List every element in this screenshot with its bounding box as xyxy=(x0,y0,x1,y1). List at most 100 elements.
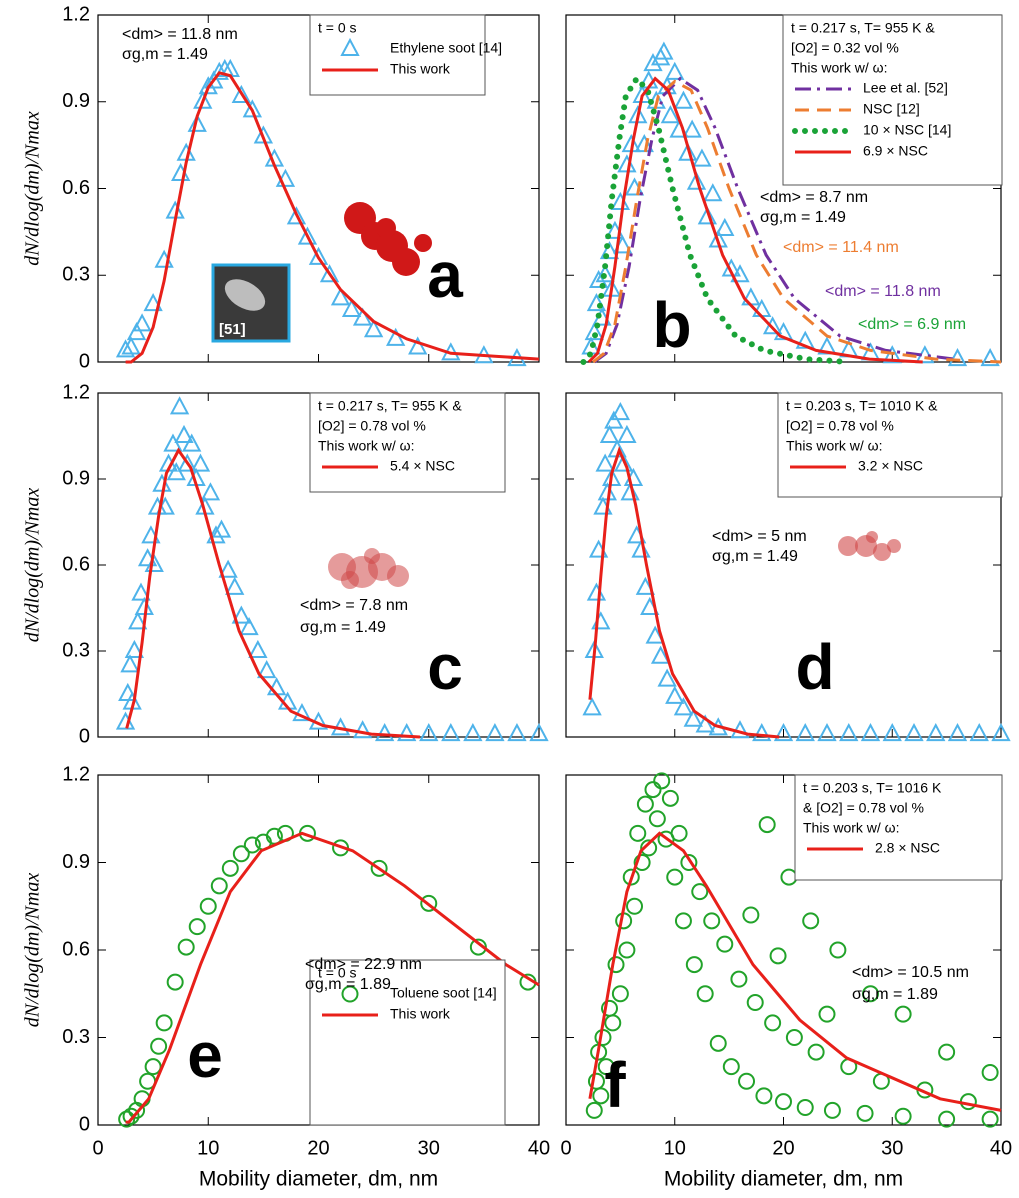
circle-marker xyxy=(118,1110,136,1128)
panel-letter: f xyxy=(604,1049,626,1121)
legend-title: [O2] = 0.32 vol % xyxy=(791,40,899,56)
triangle-marker xyxy=(682,119,702,138)
triangle-marker xyxy=(604,410,624,429)
triangle-marker xyxy=(198,76,218,95)
circle-marker xyxy=(785,1029,803,1046)
legend-box xyxy=(309,959,506,1126)
legend-title: & [O2] = 0.78 vol % xyxy=(803,800,924,816)
triangle-marker xyxy=(441,723,461,742)
circle-marker xyxy=(653,772,671,790)
circle-marker xyxy=(829,941,847,959)
triangle-marker xyxy=(386,327,406,346)
circle-marker xyxy=(685,956,703,974)
x-axis-title: Mobility diameter, dm, nm xyxy=(664,1168,903,1191)
triangle-marker xyxy=(591,611,611,630)
triangle-marker xyxy=(211,519,232,538)
y-tick-label: 0 xyxy=(79,725,90,747)
triangle-marker xyxy=(882,723,902,742)
circle-marker xyxy=(775,1093,792,1111)
annotation: <dm> = 11.4 nm xyxy=(783,239,899,256)
circle-marker xyxy=(856,1104,874,1122)
circle-marker xyxy=(469,938,487,956)
triangle-marker xyxy=(586,293,607,312)
triangle-marker xyxy=(330,287,351,306)
x-tick-label: 20 xyxy=(307,1137,329,1159)
triangle-marker xyxy=(926,723,946,742)
y-tick-label: 0.6 xyxy=(62,177,90,199)
circle-marker xyxy=(585,1101,603,1119)
annotation: <dm> = 11.8 nm xyxy=(825,283,941,300)
triangle-marker xyxy=(673,90,694,109)
triangle-marker xyxy=(697,206,718,225)
legend-title: This work w/ ω: xyxy=(318,438,415,454)
y-tick-label: 0.9 xyxy=(62,90,90,112)
circle-marker xyxy=(674,912,692,930)
triangle-marker xyxy=(643,53,663,72)
triangle-marker xyxy=(218,559,238,578)
curve xyxy=(588,831,1002,1112)
triangle-marker xyxy=(665,61,685,80)
annotation: <dm> = 11.8 nm xyxy=(122,26,238,43)
triangle-marker xyxy=(209,61,229,80)
circle-marker xyxy=(341,985,359,1003)
y-tick-label: 0.9 xyxy=(62,851,90,873)
triangle-marker xyxy=(340,37,360,56)
triangle-marker xyxy=(599,240,620,260)
triangle-marker xyxy=(686,171,707,190)
circle-marker xyxy=(199,897,217,915)
circle-marker xyxy=(691,883,709,901)
triangle-marker xyxy=(253,125,274,144)
legend-label: 3.2 × NSC xyxy=(858,458,923,474)
legend-label: This work xyxy=(390,61,451,77)
panel-letter: d xyxy=(795,631,834,703)
circle-marker xyxy=(370,859,388,877)
annotation: σg,m = 1.49 xyxy=(122,46,208,63)
y-tick-label: 1.2 xyxy=(62,763,90,785)
triangle-marker xyxy=(200,482,221,501)
circle-marker xyxy=(818,1005,836,1023)
triangle-marker xyxy=(795,723,815,742)
circle-marker xyxy=(604,1014,622,1032)
triangle-marker xyxy=(297,226,318,245)
circle-marker xyxy=(633,854,651,871)
triangle-marker xyxy=(152,473,172,492)
triangle-marker xyxy=(882,345,902,364)
triangle-marker xyxy=(654,41,674,60)
annotation: <dm> = 8.7 nm xyxy=(760,189,868,206)
triangle-marker xyxy=(143,293,163,312)
circle-marker xyxy=(155,1014,173,1032)
x-tick-label: 0 xyxy=(560,1137,571,1159)
circle-marker xyxy=(746,994,764,1011)
circle-marker xyxy=(696,985,714,1003)
triangle-marker xyxy=(683,708,703,727)
triangle-marker xyxy=(319,264,340,283)
circle-marker xyxy=(150,1037,168,1055)
circle-marker xyxy=(722,1058,740,1076)
triangle-marker xyxy=(595,453,615,472)
legend-title: This work w/ ω: xyxy=(786,438,883,454)
triangle-marker xyxy=(248,639,268,658)
annotation: σg,m = 1.89 xyxy=(305,976,391,993)
triangle-marker xyxy=(128,611,148,630)
triangle-marker xyxy=(374,723,395,742)
triangle-marker xyxy=(485,723,505,742)
circle-marker xyxy=(661,789,679,807)
circle-marker xyxy=(607,956,625,974)
x-tick-label: 20 xyxy=(772,1137,794,1159)
aggregate-c xyxy=(328,548,409,589)
circle-marker xyxy=(626,897,644,915)
annotation: σg,m = 1.49 xyxy=(300,619,386,636)
triangle-marker xyxy=(617,154,637,173)
circle-marker xyxy=(177,938,195,956)
triangle-marker xyxy=(124,639,145,658)
triangle-marker xyxy=(631,539,651,558)
circle-marker xyxy=(758,816,776,834)
circle-marker xyxy=(709,1034,727,1052)
triangle-marker xyxy=(225,576,245,595)
circle-marker xyxy=(738,1072,756,1090)
triangle-marker xyxy=(341,298,362,317)
circle-marker xyxy=(862,985,879,1003)
legend-title: t = 0 s xyxy=(318,965,357,981)
y-tick-label: 0.9 xyxy=(62,467,90,489)
